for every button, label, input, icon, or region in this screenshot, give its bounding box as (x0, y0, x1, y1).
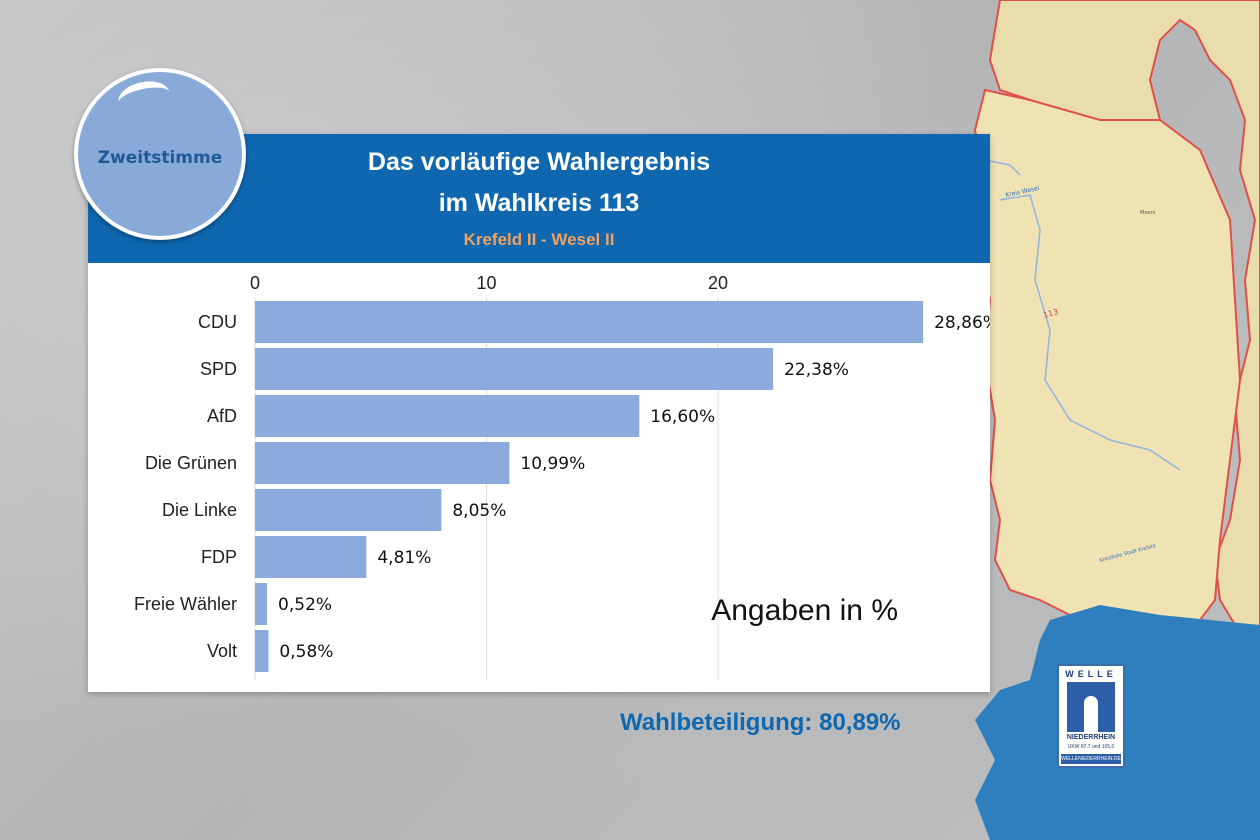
logo-top-text: WELLE (1065, 669, 1117, 679)
x-tick-label: 20 (708, 273, 728, 293)
data-label: 4,81% (377, 548, 431, 568)
data-label: 0,52% (278, 595, 332, 615)
bar-afd (255, 395, 640, 437)
map-district-border-2 (984, 159, 1021, 176)
data-label: 22,38% (784, 360, 849, 380)
page-subtitle: Krefeld II - Wesel II (463, 230, 615, 249)
data-label: 28,86% (934, 313, 990, 333)
map-district-border (999, 194, 1181, 471)
turnout-label: Wahlbeteiligung: 80,89% (620, 709, 901, 736)
map-label-113: 113 (1042, 307, 1059, 320)
station-logo: WELLE NIEDERRHEIN UKW 87,7 und 105,6 WEL… (1057, 664, 1125, 768)
bar-die-linke (255, 489, 442, 531)
logo-frequency: UKW 87,7 und 105,6 (1067, 744, 1115, 750)
data-label: 10,99% (520, 454, 585, 474)
data-label: 8,05% (452, 501, 506, 521)
category-label: CDU (198, 312, 237, 332)
bar-fdp (255, 536, 367, 578)
category-label: Die Grünen (145, 453, 237, 473)
page-title-line2: im Wahlkreis 113 (438, 189, 640, 217)
x-tick-label: 0 (250, 273, 260, 293)
badge-label: Zweitstimme (97, 148, 223, 168)
page-title: Das vorläufige Wahlergebnis (367, 148, 711, 176)
category-label: Volt (207, 641, 237, 661)
category-label: SPD (200, 359, 237, 379)
bar-freie-wähler (255, 583, 268, 625)
units-note: Angaben in % (711, 594, 898, 627)
bar-spd (255, 348, 774, 390)
category-label: Die Linke (162, 500, 237, 520)
map-label-moers: Moers (1140, 210, 1156, 216)
badge-shine (115, 76, 173, 119)
results-card: Das vorläufige Wahlergebnis im Wahlkreis… (88, 134, 990, 692)
bar-die-grünen (255, 442, 510, 484)
results-bar-chart: 0 10 20 CDU 28,86% SPD 22,38% AfD 16,60% Die Grün… (134, 273, 990, 680)
data-label: 0,58% (279, 642, 333, 662)
vote-type-badge: Zweitstimme (74, 68, 246, 240)
category-label: FDP (201, 547, 237, 567)
bar-volt (255, 630, 269, 672)
x-tick-label: 10 (476, 273, 496, 293)
logo-url: WELLENIEDERRHEIN.DE (1061, 754, 1121, 764)
data-label: 16,60% (650, 407, 715, 427)
bar-cdu (255, 301, 924, 343)
category-label: AfD (207, 406, 237, 426)
logo-name: NIEDERRHEIN (1066, 734, 1116, 741)
category-label: Freie Wähler (134, 594, 237, 614)
logo-n-mark (1067, 682, 1115, 732)
